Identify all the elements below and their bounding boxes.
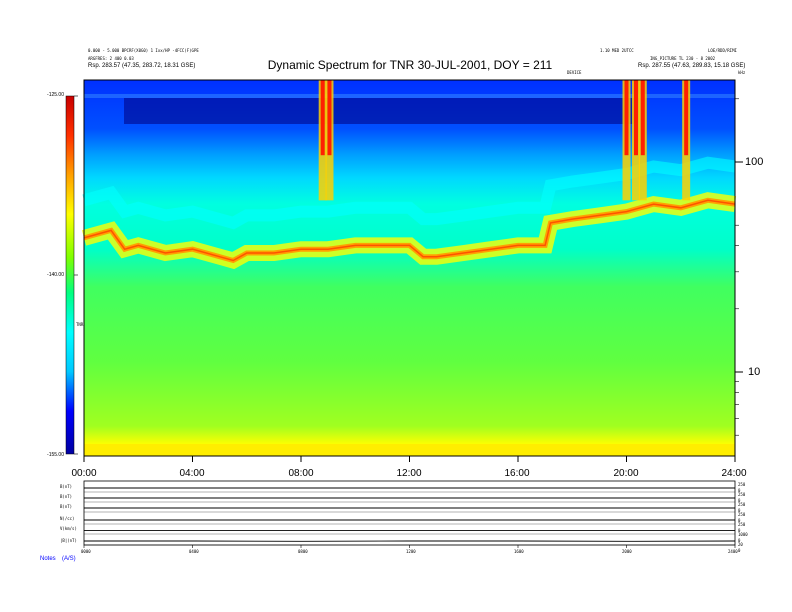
device-label: DEVICE [567,70,582,75]
param-label-2: B(nT) [60,504,73,509]
burst-core-4 [640,80,645,156]
burst-core-2 [624,80,629,156]
header-right-line2: ING_PICTURE TL 230 - 8 2002 [650,56,716,61]
param-label-0: B(nT) [60,484,73,489]
x-tick-1: 04:00 [179,468,205,479]
param-rtick-0: 250 [738,482,746,487]
burst-core-5 [684,80,689,156]
colorbar-tick-top: -125.00 [47,92,64,98]
plasma-line-peak [83,199,736,262]
colorbar [65,95,75,455]
param-rtick-10: 1000 [738,532,748,537]
param-label-1: B(nT) [60,494,73,499]
bottom-xtick-6: 2400 [728,549,738,554]
y-tick-10: 10 [748,366,761,378]
upper-cyan-band [82,156,736,230]
burst-core-0 [320,80,325,156]
bottom-yellow-strip [84,444,735,456]
param-rtick-3: 0 [738,498,741,503]
parameters-panel [83,480,736,546]
x-tick-5: 20:00 [613,468,639,479]
page-title: Dynamic Spectrum for TNR 30-JUL-2001, DO… [267,58,553,72]
param-rtick-7: 0 [738,518,741,523]
notes-unit: (A/S) [62,556,76,562]
bottom-xtick-4: 1600 [514,549,524,554]
x-tick-2: 08:00 [288,468,314,479]
param-rtick-5: 0 [738,508,741,513]
bottom-xtick-3: 1200 [406,549,416,554]
param-label-5: |B|(nT) [60,538,77,543]
right-axis-unit: kHz [738,70,746,75]
param-rtick-13: 0 [738,548,741,553]
colorbar-label: TNR [76,322,84,327]
burst-core-3 [633,80,638,156]
x-tick-4: 16:00 [504,468,530,479]
notes-label: Notes [40,556,56,562]
x-tick-3: 12:00 [396,468,422,479]
header-right-line3: Rsp. 287.55 (47.63, 289.83, 15.18 GSE) [638,63,746,69]
header-left-line2: ARGFRES: 2 400 0.03 [88,56,134,61]
param-rtick-9: 0 [738,528,741,533]
x-tick-0: 00:00 [71,468,97,479]
param-rtick-4: 250 [738,502,746,507]
bottom-xtick-2: 0800 [298,549,308,554]
param-rtick-12: 20 [738,542,743,547]
bottom-xtick-5: 2000 [622,549,632,554]
header-left-line1: 0.000 - 5.000 BPCRF(X0G0) 1 Ixx/HP -4FCC… [88,48,199,53]
header-right-line1a: 1.10 MED 2UTCC [600,48,634,53]
y-tick-100: 100 [745,156,764,168]
low-power-band [124,98,635,124]
bottom-xtick-0: 0000 [81,549,91,554]
header-left-line3: Rsp. 283.57 (47.35, 283.72, 18.31 GSE) [88,63,196,69]
param-rtick-8: 250 [738,522,746,527]
param-rtick-2: 250 [738,492,746,497]
param-label-3: N(/cc) [60,516,75,521]
bottom-xtick-1: 0400 [189,549,199,554]
param-rtick-1: 0 [738,488,741,493]
param-label-4: V(km/s) [60,526,77,531]
param-rtick-11: 0 [738,538,741,543]
colorbar-tick-mid: -140.00 [47,272,64,278]
colorbar-tick-bottom: -155.00 [47,452,64,458]
param-rtick-6: 250 [738,512,746,517]
header-right-line1b: LOE/RDD/RIMI [708,48,737,53]
x-tick-6: 24:00 [721,468,747,479]
burst-core-1 [327,80,332,156]
band-stripe [84,94,735,98]
